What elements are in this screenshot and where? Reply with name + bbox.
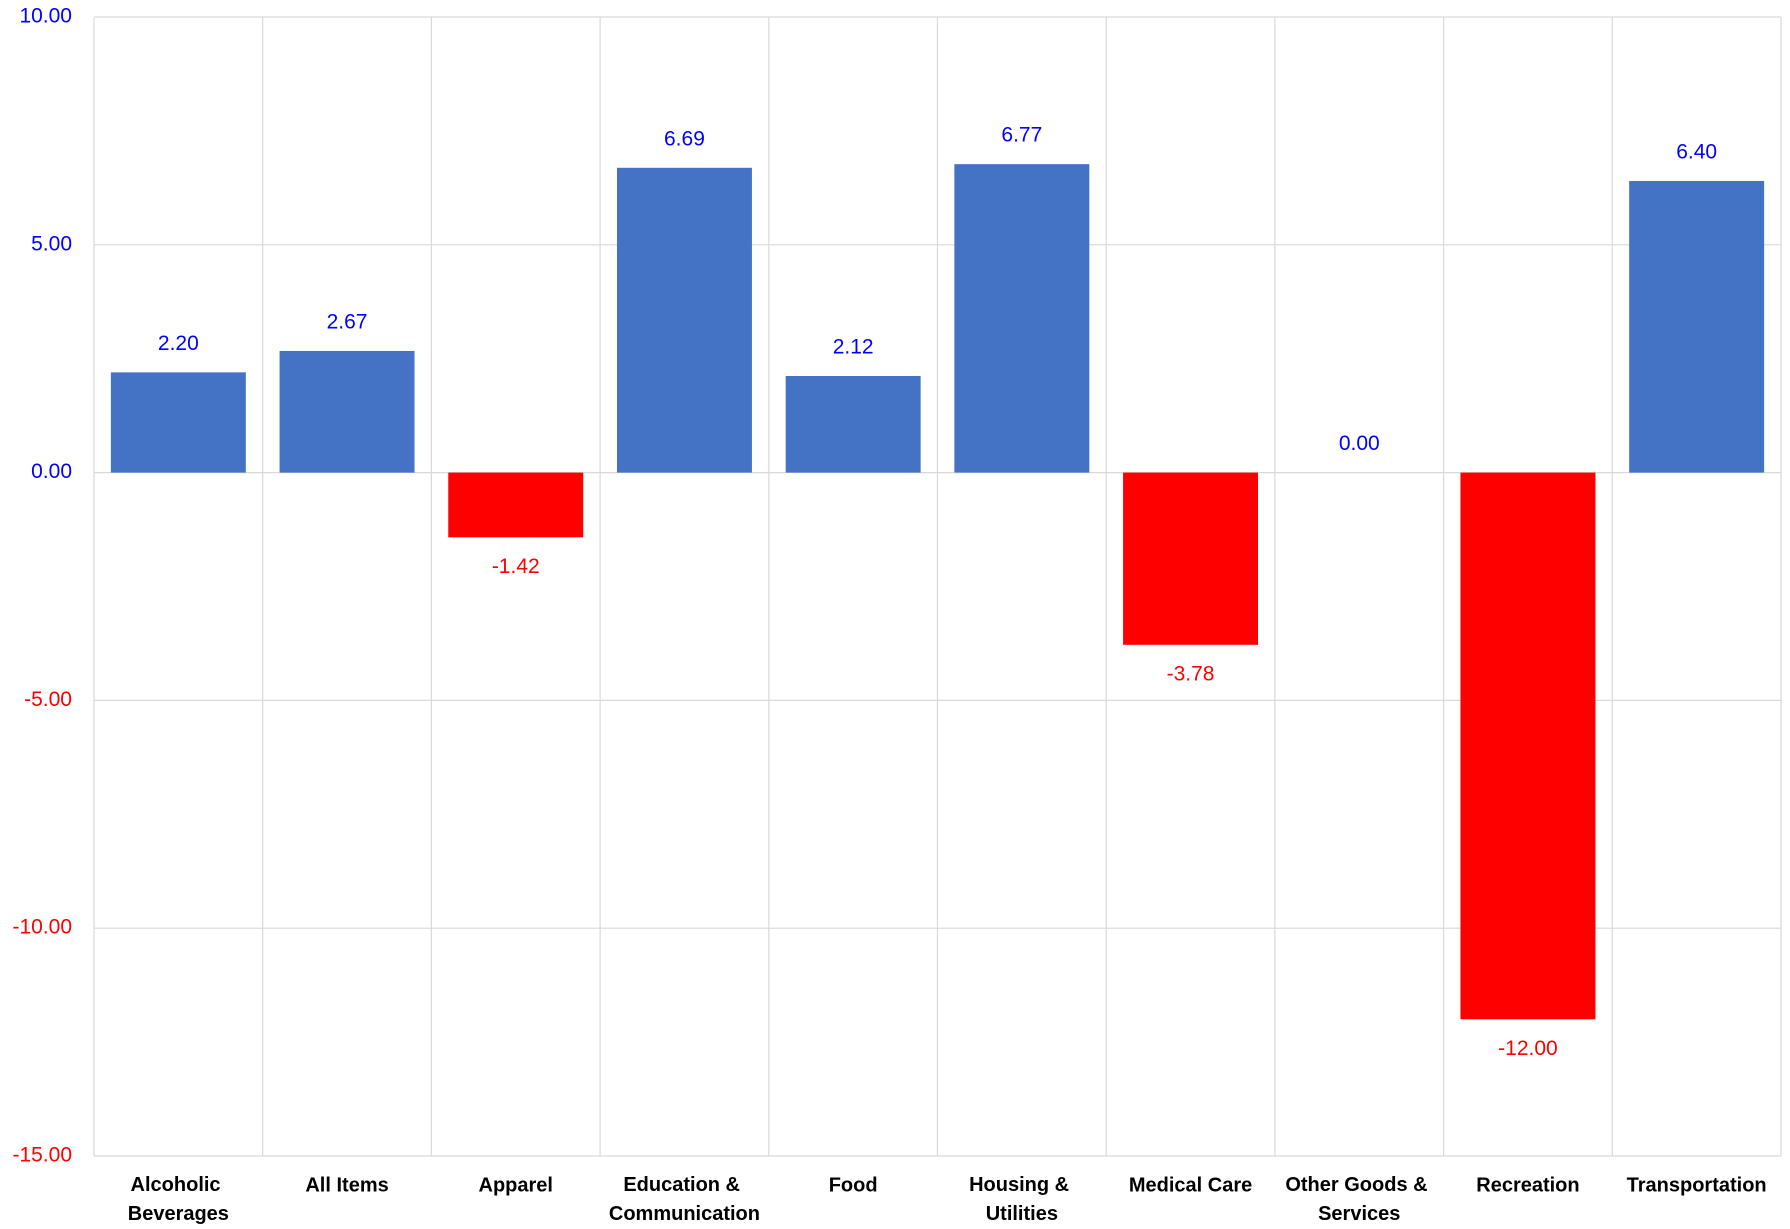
x-tick-label-line: Education & bbox=[623, 1174, 745, 1196]
x-tick-label: Alcoholic Beverages bbox=[128, 1174, 229, 1225]
x-tick-label: Other Goods & Services bbox=[1285, 1174, 1433, 1225]
bar bbox=[1123, 472, 1259, 645]
value-label: 6.40 bbox=[1676, 141, 1717, 164]
x-tick-label-line: Utilities bbox=[986, 1203, 1058, 1225]
y-tick-label: -5.00 bbox=[24, 688, 72, 711]
x-tick-label-line: Alcoholic bbox=[131, 1174, 227, 1196]
bar bbox=[954, 164, 1090, 473]
x-tick-label-line: Housing & bbox=[969, 1174, 1075, 1196]
x-tick-label-line: Services bbox=[1318, 1203, 1400, 1225]
value-label: 0.00 bbox=[1339, 432, 1380, 455]
bar bbox=[110, 372, 246, 473]
x-tick-label: Apparel bbox=[479, 1174, 553, 1196]
bar bbox=[279, 350, 415, 473]
x-tick-label-line: Other Goods & bbox=[1285, 1174, 1433, 1196]
bar bbox=[1460, 472, 1596, 1020]
x-tick-label: Housing & Utilities bbox=[969, 1174, 1075, 1225]
value-label: -12.00 bbox=[1498, 1037, 1558, 1060]
value-label: 2.20 bbox=[158, 332, 199, 355]
value-label: -3.78 bbox=[1167, 662, 1215, 685]
x-tick-label-line: Beverages bbox=[128, 1203, 229, 1225]
bar bbox=[448, 472, 584, 538]
x-tick-label: Food bbox=[829, 1174, 878, 1196]
x-tick-label: Education & Communication bbox=[609, 1174, 760, 1225]
bar bbox=[1629, 181, 1765, 473]
x-tick-label: All Items bbox=[305, 1174, 388, 1196]
value-label: 6.69 bbox=[664, 127, 705, 150]
y-tick-label: -15.00 bbox=[12, 1144, 72, 1167]
bar bbox=[785, 376, 921, 473]
value-label: 2.12 bbox=[833, 336, 874, 359]
y-tick-label: 10.00 bbox=[19, 5, 72, 28]
value-label: 2.67 bbox=[327, 311, 368, 334]
value-label: -1.42 bbox=[492, 555, 540, 578]
x-tick-label: Medical Care bbox=[1129, 1174, 1252, 1196]
y-tick-label: -10.00 bbox=[12, 916, 72, 939]
x-tick-label: Recreation bbox=[1476, 1174, 1579, 1196]
value-label: 6.77 bbox=[1001, 124, 1042, 147]
x-tick-label: Transportation bbox=[1627, 1174, 1767, 1196]
x-tick-label-line: Communication bbox=[609, 1203, 760, 1225]
y-tick-label: 5.00 bbox=[31, 232, 72, 255]
y-tick-label: 0.00 bbox=[31, 460, 72, 483]
bar bbox=[616, 167, 752, 473]
